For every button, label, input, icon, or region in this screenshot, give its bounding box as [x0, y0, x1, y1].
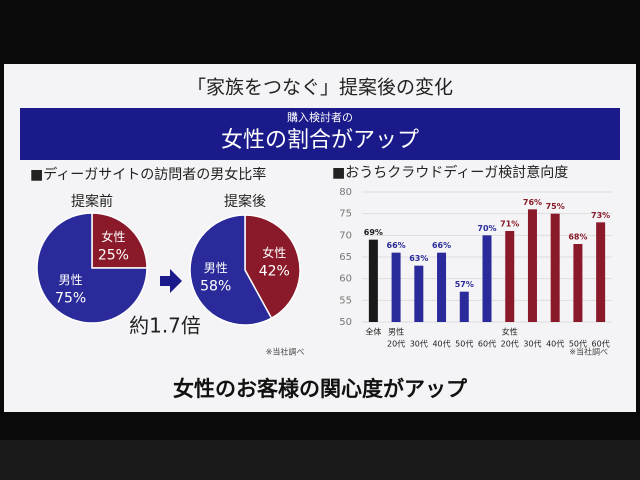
bar	[596, 222, 606, 322]
y-tick-label: 80	[339, 187, 352, 198]
group-label: 女性	[502, 327, 518, 337]
x-tick-label: 60代	[478, 339, 496, 349]
bar	[550, 213, 560, 322]
slice-label: 男性	[59, 273, 83, 287]
value-label: 68%	[568, 233, 587, 242]
x-tick-label: 50代	[569, 339, 587, 349]
value-label: 70%	[477, 224, 496, 233]
pie-title: 提案後	[224, 193, 266, 210]
bar	[505, 231, 515, 322]
x-tick-label: 40代	[432, 339, 450, 349]
bar	[573, 244, 583, 322]
banner	[20, 108, 620, 160]
banner-sub: 購入検討者の	[287, 110, 353, 124]
bar	[414, 265, 424, 322]
slice-value: 42%	[259, 263, 290, 279]
y-tick-label: 75	[339, 209, 352, 220]
bar	[391, 252, 401, 322]
ratio-note: 約1.7倍	[129, 314, 201, 338]
x-tick-label: 20代	[387, 339, 405, 349]
bar	[459, 291, 469, 322]
x-tick-label: 30代	[523, 339, 541, 349]
banner-title: 女性の割合がアップ	[221, 128, 419, 153]
footnote: ※当社調べ	[266, 347, 305, 357]
y-tick-label: 70	[339, 230, 352, 241]
left-heading: ■ディーガサイトの訪問者の男女比率	[30, 166, 266, 183]
x-tick-label: 60代	[592, 339, 610, 349]
slice-label: 男性	[204, 261, 228, 275]
value-label: 57%	[455, 280, 474, 289]
x-tick-label: 40代	[546, 339, 564, 349]
y-tick-label: 50	[339, 317, 352, 328]
value-label: 73%	[591, 211, 610, 220]
arrow	[160, 269, 182, 293]
x-tick-label: 全体	[365, 327, 381, 337]
footnote: ※当社調べ	[569, 347, 608, 357]
pie-slice	[36, 212, 148, 324]
slice-value: 58%	[200, 279, 231, 295]
bar	[482, 235, 492, 322]
value-label: 66%	[387, 241, 406, 250]
slice-label: 女性	[262, 245, 286, 260]
value-label: 71%	[500, 220, 519, 229]
y-tick-label: 55	[339, 295, 352, 306]
pie-title: 提案前	[71, 193, 113, 210]
slide-title: 「家族をつなぐ」提案後の変化	[187, 77, 453, 99]
slice-label: 女性	[101, 229, 125, 244]
pie-slice	[91, 212, 148, 269]
bar	[368, 239, 378, 322]
value-label: 66%	[432, 241, 451, 250]
chart-title: ■おうちクラウドディーガ検討意向度	[332, 164, 568, 181]
floor	[0, 440, 640, 480]
value-label: 63%	[409, 254, 428, 263]
x-tick-label: 50代	[455, 339, 473, 349]
value-label: 69%	[364, 228, 383, 237]
y-tick-label: 60	[339, 274, 352, 285]
bar	[527, 209, 537, 322]
pie-slice	[244, 214, 301, 320]
y-tick-label: 65	[339, 252, 352, 263]
x-tick-label: 30代	[410, 339, 428, 349]
group-label: 男性	[388, 327, 404, 337]
x-tick-label: 20代	[501, 339, 519, 349]
pie-slice	[189, 214, 273, 326]
bar	[437, 252, 447, 322]
slice-value: 25%	[98, 248, 129, 264]
value-label: 76%	[523, 198, 542, 207]
conclusion: 女性のお客様の関心度がアップ	[173, 377, 468, 401]
slice-value: 75%	[55, 290, 86, 306]
value-label: 75%	[546, 202, 565, 211]
